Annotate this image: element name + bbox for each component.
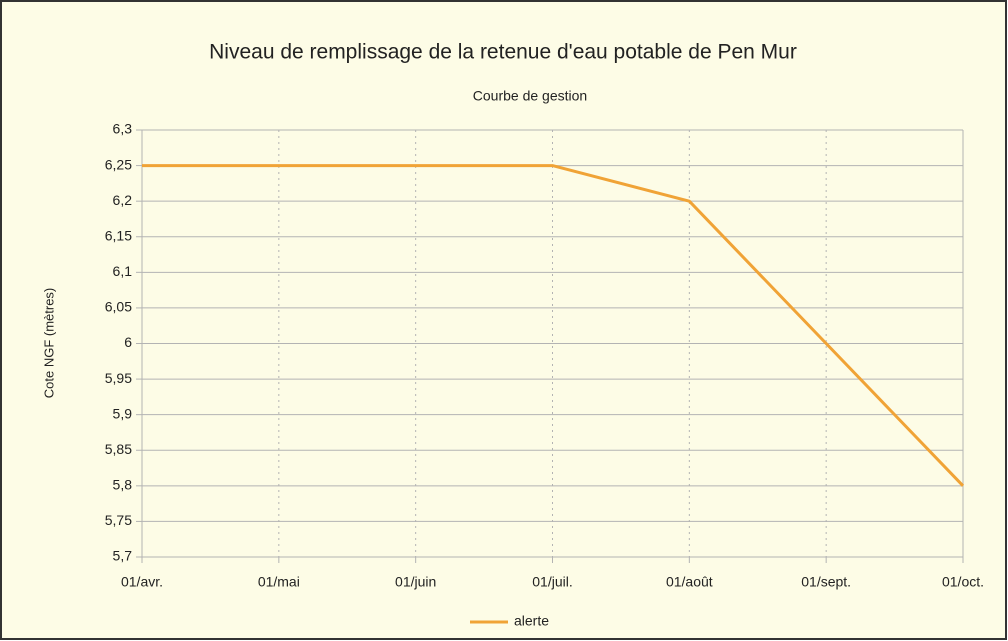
x-tick-label: 01/oct. xyxy=(942,574,984,590)
y-tick-label: 5,75 xyxy=(105,512,132,528)
line-series xyxy=(142,164,965,487)
y-tick-label: 6,3 xyxy=(113,121,133,137)
y-axis-label: Cote NGF (mètres) xyxy=(41,288,56,399)
x-tick-label: 01/sept. xyxy=(801,574,851,590)
y-tick-label: 5,7 xyxy=(113,548,133,564)
y-tick-label: 6,2 xyxy=(113,192,133,208)
y-tick-label: 5,95 xyxy=(105,370,132,386)
y-tick-label: 6,1 xyxy=(113,263,133,279)
x-tick-label: 01/août xyxy=(666,574,713,590)
y-tick-label: 5,8 xyxy=(113,477,133,493)
y-tick-label: 5,85 xyxy=(105,441,132,457)
y-tick-label: 6,25 xyxy=(105,156,132,172)
x-tick-label: 01/avr. xyxy=(121,574,163,590)
y-tick-label: 6,15 xyxy=(105,227,132,243)
x-tick-label: 01/mai xyxy=(258,574,300,590)
x-tick-label: 01/juil. xyxy=(532,574,572,590)
chart-subtitle: Courbe de gestion xyxy=(473,88,587,104)
y-tick-label: 6,05 xyxy=(105,299,132,315)
y-tick-label: 6 xyxy=(124,334,132,350)
y-tick-label: 5,9 xyxy=(113,405,133,421)
x-tick-label: 01/juin xyxy=(395,574,436,590)
legend-label: alerte xyxy=(514,613,549,629)
chart-title: Niveau de remplissage de la retenue d'ea… xyxy=(209,41,797,64)
